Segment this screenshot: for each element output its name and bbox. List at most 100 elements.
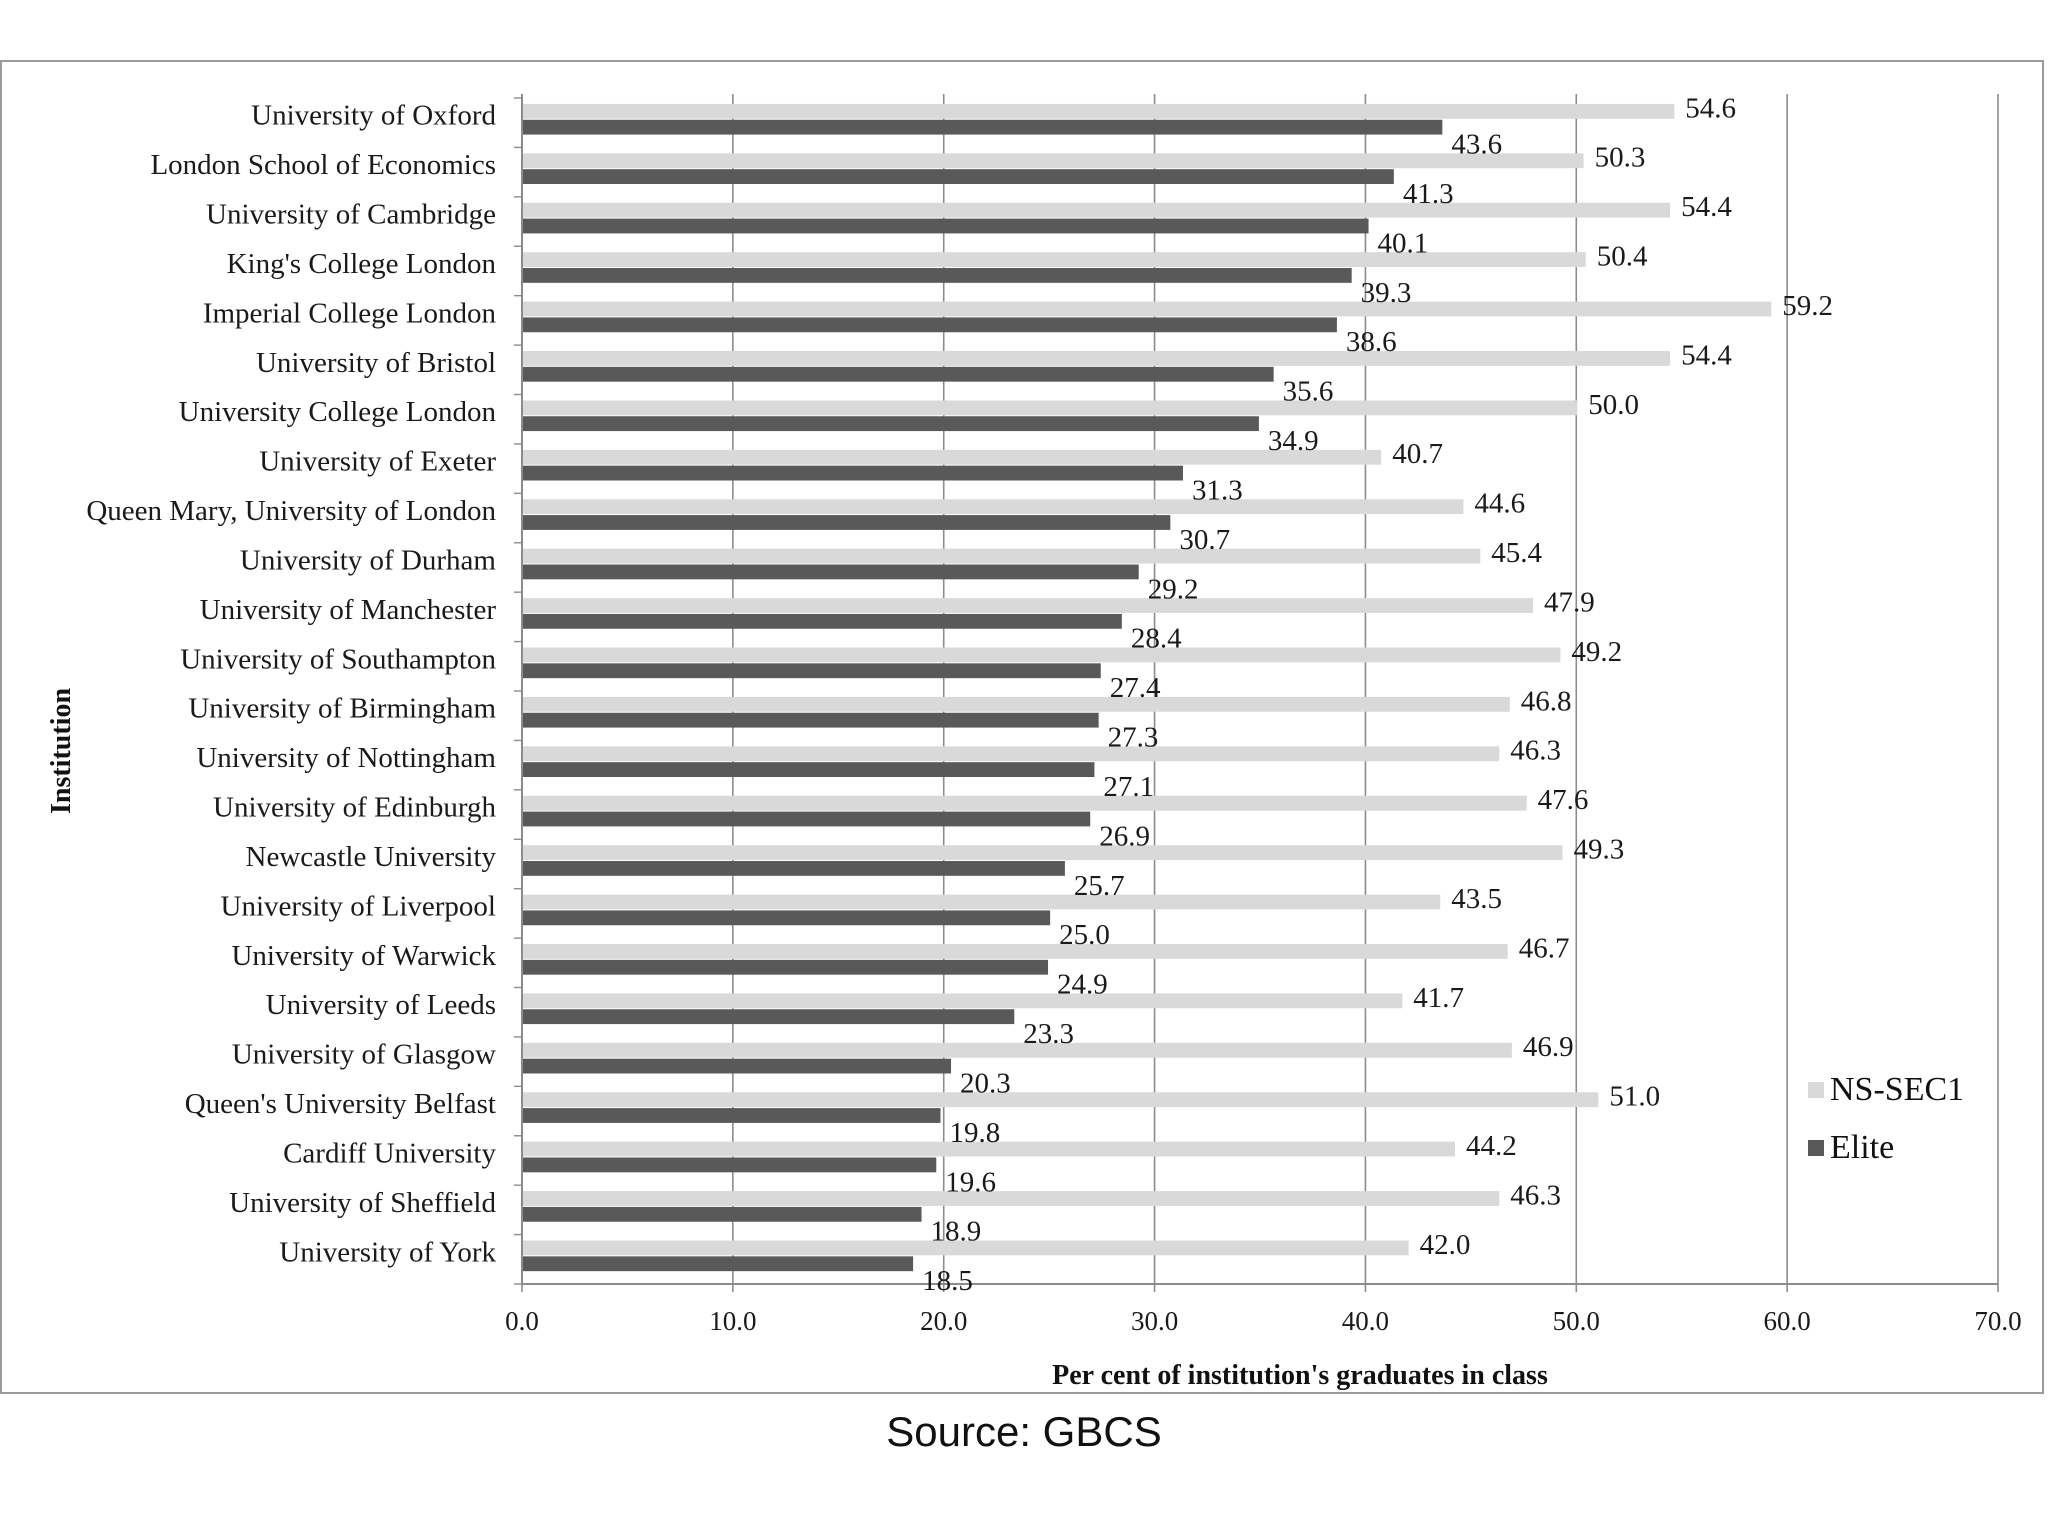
- bar-elite: [523, 268, 1352, 283]
- category-label: University of Oxford: [251, 100, 496, 132]
- value-label-ns-sec1: 42.0: [1420, 1229, 1471, 1261]
- bars: [523, 103, 1772, 1272]
- bar-ns-sec1: [523, 647, 1561, 663]
- x-axis-title: Per cent of institution's graduates in c…: [1052, 1360, 1548, 1391]
- bar-ns-sec1: [523, 499, 1464, 515]
- category-label: Imperial College London: [203, 297, 497, 329]
- category-label: University of York: [279, 1236, 496, 1268]
- bar-ns-sec1: [523, 894, 1441, 910]
- value-labels: 54.6 43.6 50.3 41.3 54.4 40.1 50.4 39.3 59.2 38.6…: [922, 92, 1833, 1297]
- value-label-elite: 43.6: [1451, 129, 1502, 161]
- bar-elite: [523, 416, 1259, 432]
- value-label-ns-sec1: 41.7: [1413, 982, 1464, 1014]
- bar-elite: [523, 515, 1171, 530]
- value-label-ns-sec1: 46.3: [1510, 1179, 1561, 1211]
- bar-ns-sec1: [523, 845, 1563, 861]
- category-label: University of Liverpool: [221, 890, 496, 922]
- x-tick-label: 0.0: [505, 1306, 539, 1336]
- x-tick-label: 20.0: [920, 1306, 967, 1336]
- value-label-elite: 31.3: [1192, 474, 1243, 506]
- value-label-ns-sec1: 54.4: [1681, 339, 1732, 371]
- value-label-elite: 26.9: [1099, 820, 1150, 852]
- value-label-elite: 38.6: [1346, 326, 1397, 358]
- value-label-ns-sec1: 43.5: [1451, 883, 1502, 915]
- value-label-ns-sec1: 49.3: [1574, 834, 1625, 866]
- value-label-ns-sec1: 46.3: [1510, 735, 1561, 767]
- source-note: Source: GBCS: [886, 1408, 1162, 1455]
- x-tick-label: 70.0: [1974, 1306, 2021, 1336]
- bar-elite: [523, 366, 1274, 382]
- bar-elite: [523, 959, 1049, 975]
- category-label: University of Exeter: [259, 446, 496, 478]
- value-label-elite: 27.3: [1108, 722, 1159, 754]
- category-label: University of Edinburgh: [213, 792, 496, 824]
- bar-ns-sec1: [523, 252, 1586, 268]
- category-label: Newcastle University: [246, 841, 497, 873]
- category-labels: University of Oxford London School of Eco…: [86, 100, 496, 1269]
- bar-elite: [523, 663, 1101, 679]
- category-label: University of Bristol: [256, 347, 496, 379]
- value-label-elite: 23.3: [1023, 1018, 1074, 1050]
- bar-elite: [523, 1058, 952, 1074]
- value-label-ns-sec1: 54.6: [1685, 92, 1736, 124]
- y-axis-title: Institution: [46, 688, 77, 814]
- bar-elite: [523, 564, 1139, 580]
- category-label: University of Southampton: [180, 643, 496, 675]
- bar-elite: [523, 119, 1443, 135]
- bar-ns-sec1: [523, 153, 1584, 169]
- bar-chart: University of Oxford London School of Eco…: [46, 92, 2022, 1391]
- x-tick-labels: 0.0 10.0 20.0 30.0 40.0 50.0 60.0 70.0: [505, 1306, 2022, 1336]
- value-label-elite: 30.7: [1179, 524, 1230, 556]
- value-label-ns-sec1: 49.2: [1571, 636, 1622, 668]
- category-label: King's College London: [227, 248, 497, 280]
- chart-frame: University of Oxford London School of Eco…: [0, 60, 2044, 1394]
- bar-elite: [523, 218, 1369, 234]
- category-label: University College London: [179, 396, 497, 428]
- value-label-ns-sec1: 46.9: [1523, 1031, 1574, 1063]
- category-label: Cardiff University: [283, 1137, 496, 1169]
- value-label-ns-sec1: 54.4: [1681, 191, 1732, 223]
- value-label-elite: 39.3: [1361, 277, 1412, 309]
- legend-label: NS-SEC1: [1830, 1071, 1964, 1108]
- value-label-ns-sec1: 44.6: [1474, 488, 1525, 520]
- category-label: University of Cambridge: [206, 199, 496, 231]
- bar-elite: [523, 1108, 941, 1123]
- value-label-elite: 19.6: [945, 1166, 996, 1198]
- bar-ns-sec1: [523, 746, 1500, 762]
- bar-elite: [523, 1009, 1015, 1025]
- bar-ns-sec1: [523, 1042, 1512, 1058]
- value-label-elite: 34.9: [1268, 425, 1319, 457]
- x-tick-label: 30.0: [1131, 1306, 1178, 1336]
- value-label-elite: 18.5: [922, 1265, 973, 1297]
- category-label: University of Birmingham: [188, 693, 496, 725]
- category-label: University of Glasgow: [232, 1039, 496, 1071]
- value-label-elite: 25.7: [1074, 870, 1125, 902]
- bar-ns-sec1: [523, 301, 1772, 317]
- value-label-elite: 35.6: [1283, 376, 1334, 408]
- category-label: London School of Economics: [150, 149, 496, 181]
- category-label: University of Sheffield: [229, 1187, 496, 1219]
- bar-elite: [523, 613, 1122, 629]
- value-label-ns-sec1: 51.0: [1609, 1081, 1660, 1113]
- legend-swatch-elite: [1808, 1140, 1824, 1156]
- bar-elite: [523, 169, 1394, 184]
- value-label-ns-sec1: 44.2: [1466, 1130, 1517, 1162]
- bar-ns-sec1: [523, 795, 1527, 811]
- value-label-ns-sec1: 50.4: [1597, 241, 1648, 273]
- x-tick-label: 40.0: [1342, 1306, 1389, 1336]
- value-label-ns-sec1: 50.3: [1595, 142, 1646, 174]
- bar-ns-sec1: [523, 449, 1382, 465]
- bar-elite: [523, 1256, 914, 1272]
- value-label-ns-sec1: 47.6: [1538, 784, 1589, 816]
- value-label-ns-sec1: 45.4: [1491, 537, 1542, 569]
- value-label-elite: 40.1: [1378, 227, 1429, 259]
- bar-ns-sec1: [523, 993, 1403, 1009]
- value-label-elite: 27.4: [1110, 672, 1161, 704]
- legend: NS-SEC1 Elite: [1808, 1071, 1964, 1166]
- bar-elite: [523, 712, 1099, 728]
- gridlines: [514, 94, 1999, 1292]
- bar-ns-sec1: [523, 103, 1675, 119]
- bar-elite: [523, 762, 1095, 777]
- x-tick-label: 10.0: [709, 1306, 756, 1336]
- value-label-ns-sec1: 46.7: [1519, 932, 1570, 964]
